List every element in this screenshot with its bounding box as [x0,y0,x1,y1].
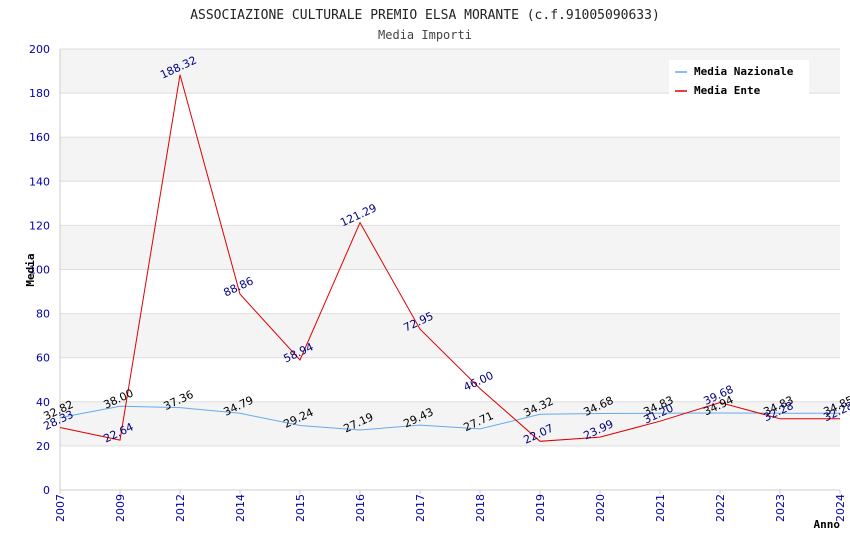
legend-label: Media Nazionale [694,65,794,78]
x-tick-label: 2018 [474,494,487,522]
x-tick-label: 2014 [234,494,247,522]
grid-band [60,445,840,490]
x-tick-label: 2016 [354,494,367,522]
y-tick-label: 180 [29,87,50,100]
y-tick-label: 0 [43,484,50,497]
y-tick-label: 100 [29,264,50,277]
y-tick-label: 60 [36,352,50,365]
y-tick-label: 160 [29,131,50,144]
series-line-0 [59,405,840,431]
chart-subtitle: Media Importi [378,28,472,42]
x-tick-labels: 2007 2009 2012 2014 2015 2016 2017 2018 2019 2020… [54,494,847,522]
grid-band [60,93,840,138]
x-tick-label: 2023 [774,494,787,522]
x-axis-label: Anno [814,518,841,531]
x-tick-label: 2019 [534,494,547,522]
x-tick-label: 2015 [294,494,307,522]
series-line-1 [59,74,840,442]
x-tick-label: 2021 [654,494,667,522]
y-tick-label: 20 [36,440,50,453]
legend-box [669,60,809,98]
y-tick-label: 80 [36,308,50,321]
grid-bands [60,49,840,490]
grid-band [60,225,840,270]
y-tick-label: 120 [29,219,50,232]
x-tick-label: 2022 [714,494,727,522]
y-tick-label: 140 [29,175,50,188]
grid-band [60,313,840,358]
legend-label: Media Ente [694,84,761,97]
x-tick-label: 2020 [594,494,607,522]
axes [59,49,841,494]
chart-title: ASSOCIAZIONE CULTURALE PREMIO ELSA MORAN… [190,8,660,23]
x-tick-label: 2009 [114,494,127,522]
grid-band [60,269,840,314]
grid-band [60,401,840,446]
y-tick-labels: 0 20 40 60 80 100 120 140 160 180 200 [29,43,50,497]
grid-band [60,137,840,182]
x-tick-label: 2024 [834,494,847,522]
x-tick-label: 2012 [174,494,187,522]
y-tick-label: 40 [36,396,50,409]
grid-band [60,181,840,226]
x-tick-label: 2017 [414,494,427,522]
grid-band [60,357,840,402]
series-lines [59,74,840,442]
y-tick-label: 200 [29,43,50,56]
legend: Media Nazionale Media Ente [669,60,809,98]
y-axis-label: Media [24,253,37,286]
x-tick-label: 2007 [54,494,67,522]
